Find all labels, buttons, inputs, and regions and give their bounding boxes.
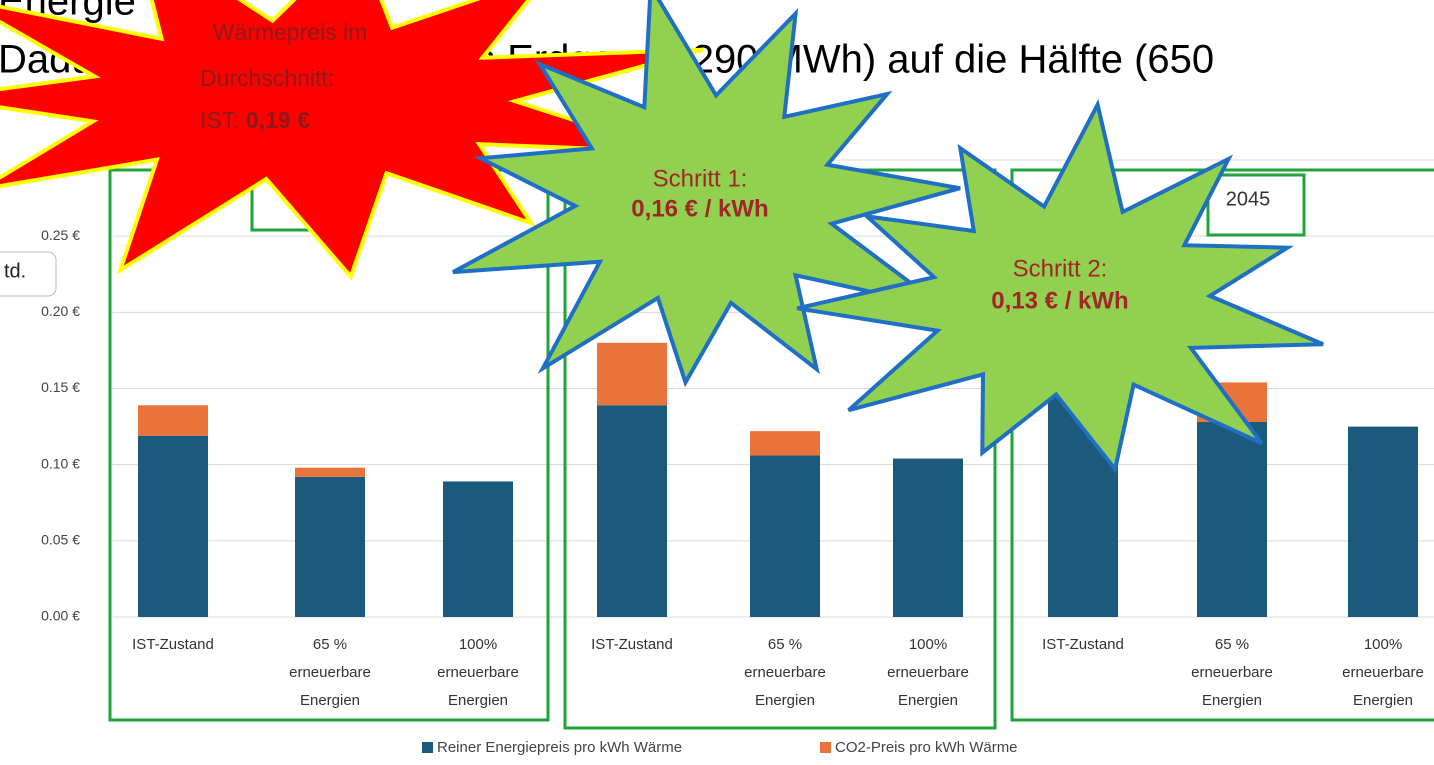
x-tick-label: 65 % erneuerbare Energien [744, 636, 826, 709]
x-tick-label: 100% erneuerbare Energien [1342, 636, 1424, 709]
y-tick-label: 0.15 € [41, 379, 80, 395]
red-burst [0, 0, 704, 281]
callout-value: 0,13 € / kWh [991, 287, 1128, 314]
callout-value: 0,16 € / kWh [631, 195, 768, 222]
bar-segment [750, 455, 820, 617]
legend-label: CO2-Preis pro kWh Wärme [835, 739, 1018, 756]
bar-segment [443, 481, 513, 617]
y-tick-label: 0.00 € [41, 608, 80, 624]
tooltip-box [0, 251, 57, 297]
group-frame [1010, 168, 1434, 722]
legend-swatch [422, 742, 433, 753]
callout-text: Durchschnitt: [200, 65, 334, 91]
bar-segment [1348, 426, 1418, 617]
callout-text: Schritt 1: [653, 165, 748, 192]
group-label: 2045 [1226, 188, 1271, 210]
bar-segment [750, 431, 820, 456]
y-tick-label: 0.25 € [41, 227, 80, 243]
x-tick-label: IST-Zustand [132, 636, 214, 653]
bar-segment [138, 435, 208, 617]
callout-text: IST: 0,19 € [200, 107, 310, 133]
bar-segment [138, 405, 208, 436]
legend-swatch [820, 742, 831, 753]
x-tick-label: 65 % erneuerbare Energien [289, 636, 371, 709]
x-tick-label: 100% erneuerbare Energien [437, 636, 519, 709]
x-tick-label: IST-Zustand [591, 636, 673, 653]
callouts [0, 0, 1324, 474]
group-label-box [1206, 173, 1306, 237]
legend-label: Reiner Energiepreis pro kWh Wärme [437, 739, 682, 756]
y-tick-label: 0.20 € [41, 303, 80, 319]
callout-texts: Wärmepreis im Durchschnitt: IST: 0,19 € … [200, 19, 1129, 314]
y-tick-label: 0.05 € [41, 532, 80, 548]
bar-segment [597, 405, 667, 617]
x-tick-label: 100% erneuerbare Energien [887, 636, 969, 709]
bar-segment [295, 476, 365, 617]
bar-segment [893, 458, 963, 617]
x-tick-label: 65 % erneuerbare Energien [1191, 636, 1273, 709]
bar-segment [295, 467, 365, 477]
tooltip-text: td. [4, 260, 26, 282]
x-tick-label: IST-Zustand [1042, 636, 1124, 653]
callout-text: Wärmepreis im [213, 19, 368, 45]
callout-value: 0,19 € [246, 107, 310, 133]
callout-text: Schritt 2: [1013, 255, 1108, 282]
y-tick-label: 0.10 € [41, 455, 80, 471]
green-burst [452, 0, 961, 388]
callout-prefix: IST: [200, 107, 246, 133]
green-burst [796, 99, 1324, 474]
bar-segment [597, 342, 667, 406]
bar-segment [1197, 422, 1267, 617]
